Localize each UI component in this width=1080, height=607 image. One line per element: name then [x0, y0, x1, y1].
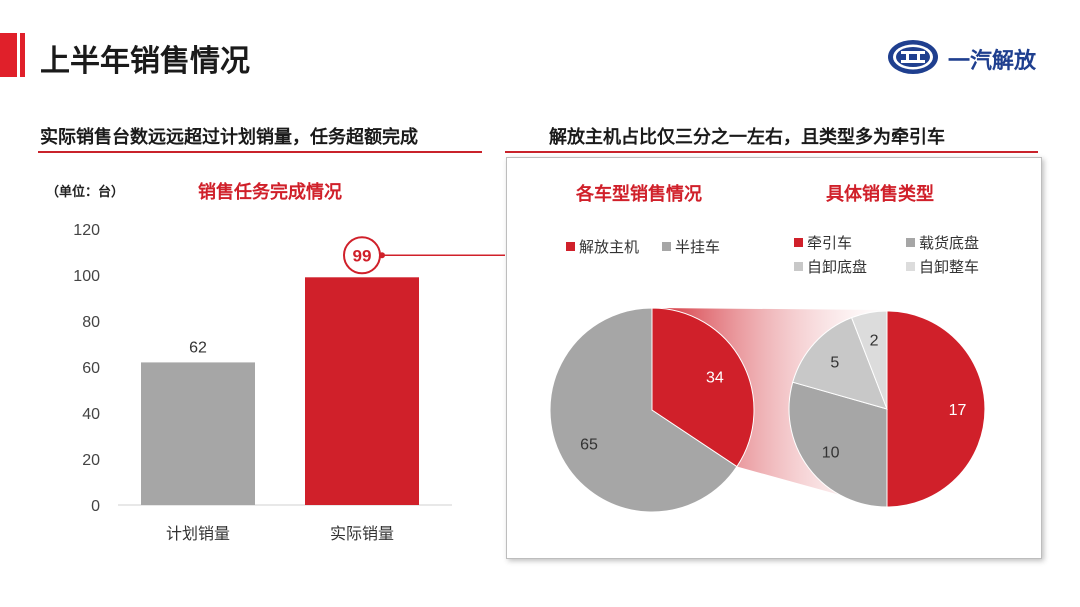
pie2-label-tractor: 17: [949, 402, 967, 419]
bar-1: [141, 362, 255, 505]
legend-label: 解放主机: [579, 238, 640, 256]
pie1-label-host: 34: [706, 369, 724, 386]
legend-label: 自卸底盘: [807, 258, 868, 276]
highlight-callout-label: 99: [353, 246, 372, 265]
bar-2: [305, 277, 419, 505]
page-title: 上半年销售情况: [40, 44, 250, 79]
pie2-slice-dump-chassis: [792, 316, 888, 410]
pie1-slice-jiefang-host: [651, 307, 755, 468]
title-accent-bar: [0, 33, 25, 77]
legend-label: 牵引车: [807, 234, 853, 252]
y-tick-label: 100: [73, 268, 100, 285]
pie2-title: 具体销售类型: [826, 184, 934, 205]
pie2-label-dump-chassis: 5: [830, 354, 839, 371]
x-tick-label: 计划销量: [166, 525, 230, 543]
x-tick-label: 实际销量: [330, 525, 394, 543]
legend-item-jiefang-host: 解放主机: [566, 236, 639, 257]
y-tick-label: 60: [82, 360, 100, 377]
pie2-label-dump-truck: 2: [870, 333, 879, 350]
data-label: 62: [189, 339, 207, 356]
legend-item-semi-trailer: 半挂车: [662, 236, 720, 257]
y-tick-label: 40: [82, 406, 100, 423]
y-tick-label: 0: [91, 498, 100, 515]
pie2-slice-dump-truck: [850, 310, 888, 410]
right-section-rule: [505, 151, 1038, 153]
pie2-slice-tractor: [886, 310, 986, 508]
y-tick-label: 80: [82, 314, 100, 331]
y-tick-label: 120: [73, 222, 100, 239]
brand-logo: [886, 36, 1056, 78]
legend-swatch: [906, 262, 915, 271]
pie2-label-cargo-chassis: 10: [822, 445, 840, 462]
right-section-heading: 解放主机占比仅三分之一左右，且类型多为牵引车: [549, 127, 945, 148]
brand-logo-text: 一汽解放: [948, 49, 1037, 74]
legend-label: 载货底盘: [919, 234, 980, 252]
pie1-slice-semi-trailer: [549, 307, 738, 513]
pie1-label-semi-trailer: 65: [580, 437, 598, 454]
y-tick-label: 20: [82, 452, 100, 469]
legend-swatch: [662, 242, 671, 251]
legend-swatch: [566, 242, 575, 251]
legend-item-tractor: 牵引车: [794, 232, 852, 253]
left-section-heading: 实际销售台数远远超过计划销量，任务超额完成: [40, 127, 418, 148]
bar-chart-title: 销售任务完成情况: [198, 182, 342, 203]
callout-connector-dot: [379, 252, 385, 259]
faw-emblem-icon: [888, 40, 938, 74]
legend-item-cargo-chassis: 载货底盘: [906, 232, 979, 253]
legend-swatch: [794, 262, 803, 271]
legend-swatch: [794, 238, 803, 247]
legend-label: 自卸整车: [919, 258, 980, 276]
title-accent-divider: [17, 33, 20, 77]
left-section-rule: [38, 151, 482, 153]
legend-item-dump-truck: 自卸整车: [906, 256, 979, 277]
pie1-title: 各车型销售情况: [576, 184, 702, 205]
unit-label: （单位：台）: [46, 185, 125, 200]
legend-label: 半挂车: [675, 238, 721, 256]
pie2-slice-cargo-chassis: [788, 381, 888, 508]
legend-item-dump-chassis: 自卸底盘: [794, 256, 867, 277]
legend-swatch: [906, 238, 915, 247]
